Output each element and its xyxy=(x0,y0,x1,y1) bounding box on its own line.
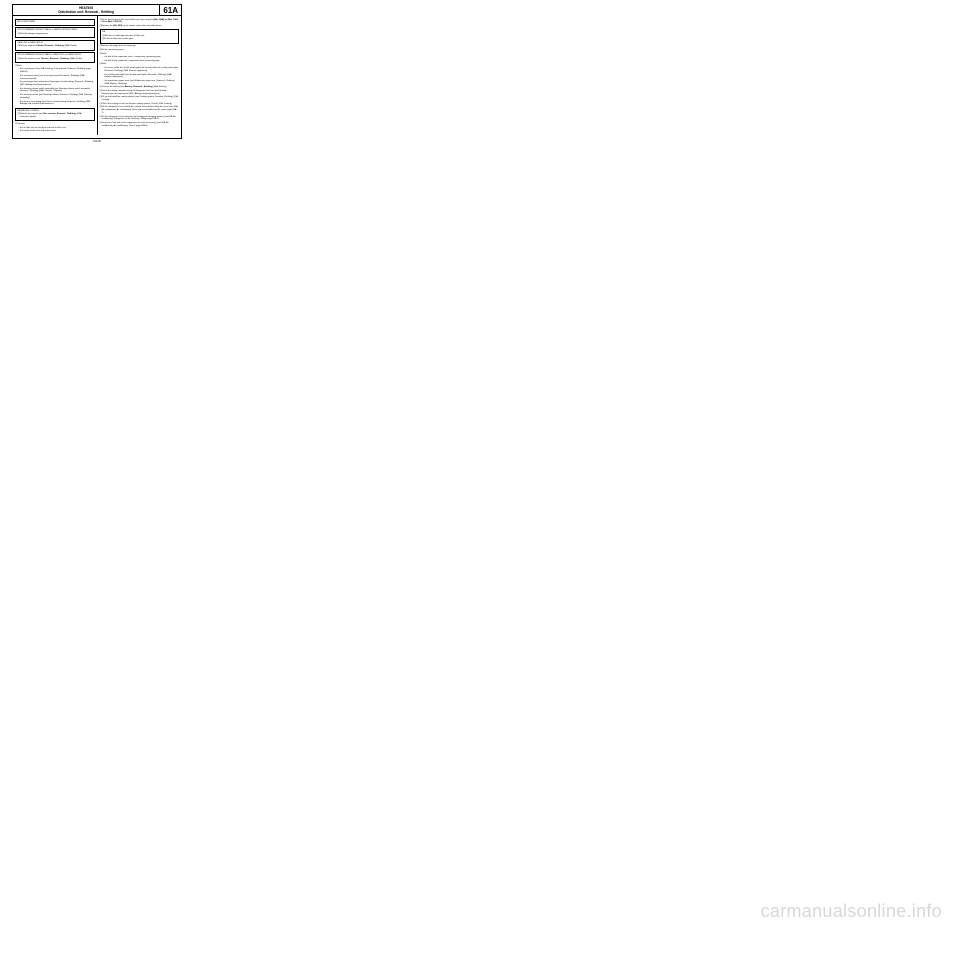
box-ac-title: AIR CONDITIONING xyxy=(18,21,93,24)
r-mid-2: ❑Fit the connecting pipes. xyxy=(100,49,180,52)
box-sp1-title: WITH 2 SPEAKERS, WITHOUT RADIO or VEHICL… xyxy=(18,29,93,32)
box-sp1-text: Refit the storage compartment. xyxy=(20,33,93,36)
r-check-airbag: ❑Check the airbag computer using the Dia… xyxy=(100,90,180,96)
box-d4f-title: D4F xyxy=(102,31,177,34)
left-column: AIR CONDITIONING WITH 2 SPEAKERS, WITHOU… xyxy=(13,16,98,135)
header-line2: Distribution unit: Removal - Refitting xyxy=(15,10,157,14)
box-rev-title: ENGINE REV COUNTER xyxy=(18,110,93,113)
refit-1: -the control panel (see 61A, Heating, Co… xyxy=(18,68,95,74)
box-sp2-item: ❑ Refit the tweeters (see Tweeter: Remov… xyxy=(18,58,93,61)
watermark: carmanualsonline.info xyxy=(761,901,942,922)
d4f-2: ❑Fit the air filter unit air inlet pipe. xyxy=(102,38,177,41)
r-fill-refrig: ❑Fill the refrigerant circuit and fill t… xyxy=(100,106,180,114)
connect-label: ❑ Connect: xyxy=(15,123,95,126)
refit-6: -the driver's front airbag (see Driver's… xyxy=(18,101,95,107)
box-sp2-title: WITH 4 SPEAKERS, WITHOUT RADIO or RADIO … xyxy=(18,54,93,57)
refit-2: -the instrument panel (see Instrument pa… xyxy=(18,75,95,81)
box-air-conditioning: AIR CONDITIONING xyxy=(15,19,95,26)
r-top-1: ❑ Fit the heater matrix inlet and outlet… xyxy=(100,19,180,25)
r-conn-batt: ❑Connect the battery (see Battery: Remov… xyxy=(100,86,180,89)
refit-4: -the steering column switch assembly (se… xyxy=(18,88,95,94)
box-rev-item: ❑ Refit the rev counter (see Rev counter… xyxy=(18,113,93,119)
connect-1: -the air filter unit air inlet pipe onto… xyxy=(18,127,95,130)
connect-2: -the heater matrix inlet and outlet hose… xyxy=(18,130,95,133)
r-refit2-1: -the bolt of the expansion valve - compr… xyxy=(103,56,180,59)
r-fill-refrig2: ❑Fill the refrigerant circuit using the … xyxy=(100,116,180,122)
r-refit3-1: -the screw under the scuttle panel grill… xyxy=(103,67,180,73)
refit-5: -the steering column (see Steering colum… xyxy=(18,94,95,100)
r-top-2: ❑ Remove the (Ms. 583) on the heater mat… xyxy=(100,25,180,28)
r-fill-bleed: ❑Fill up and bleed the cooling system (s… xyxy=(100,96,180,102)
r-refit2-2: -the bolt of the condenser - expansion v… xyxy=(103,60,180,63)
page-number: 61A-38 xyxy=(12,141,182,143)
r-final-check: ❑Carry out a leak test on the refrigeran… xyxy=(100,122,180,128)
box-d4f: D4F ❑Refit the air outlet pipe onto the … xyxy=(100,29,180,44)
r-refit3-3: -the windscreen wiper arms (see Windscre… xyxy=(103,80,180,86)
box-radio-item: ❑ Refit the radio (see Radio: Removal - … xyxy=(18,45,93,48)
right-column: ❑ Fit the heater matrix inlet and outlet… xyxy=(98,16,182,135)
page-container: HEATING Distribution unit: Removal - Ref… xyxy=(12,4,182,143)
box-radio-text: Refit the radio (see Radio: Removal - Re… xyxy=(20,45,93,48)
box-rev-counter: ENGINE REV COUNTER ❑ Refit the rev count… xyxy=(15,108,95,122)
r-refit3-label: ❑Refit: xyxy=(100,63,180,66)
content-columns: AIR CONDITIONING WITH 2 SPEAKERS, WITHOU… xyxy=(12,16,182,139)
r-mid-1: ❑Remove the plugs from the openings. xyxy=(100,45,180,48)
header-title: HEATING Distribution unit: Removal - Ref… xyxy=(13,5,159,15)
refit-3: -the passenger front airbag (see Passeng… xyxy=(18,81,95,87)
box-sp2-text: Refit the tweeters (see Tweeter: Removal… xyxy=(20,58,93,61)
header-code: 61A xyxy=(159,5,181,15)
box-speakers-2: WITH 4 SPEAKERS, WITHOUT RADIO or RADIO … xyxy=(15,52,95,63)
box-rev-text: Refit the rev counter (see Rev counter: … xyxy=(20,113,93,119)
box-sp1-item: ❑ Refit the storage compartment. xyxy=(18,33,93,36)
box-radio: RADIO R01 or RADIO R01 02 ❑ Refit the ra… xyxy=(15,40,95,51)
box-speakers-1: WITH 2 SPEAKERS, WITHOUT RADIO or VEHICL… xyxy=(15,27,95,38)
page-header: HEATING Distribution unit: Removal - Ref… xyxy=(12,4,182,16)
r-refit3-2: -the scuttle panel grille (see Scuttle p… xyxy=(103,74,180,80)
